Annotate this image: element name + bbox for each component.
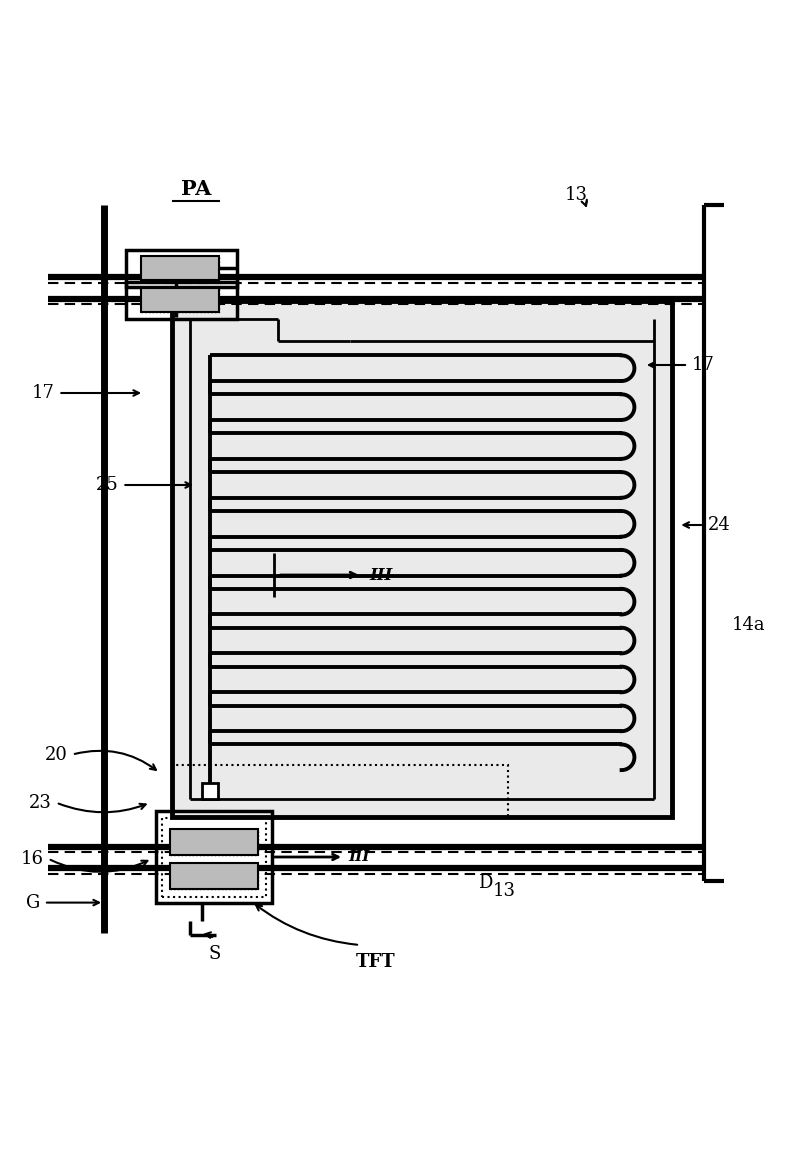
Bar: [141, 288, 219, 313]
Bar: [126, 282, 237, 319]
Bar: [141, 256, 219, 280]
Text: 17: 17: [692, 355, 715, 374]
Text: G: G: [26, 893, 40, 912]
Bar: [172, 301, 672, 817]
Bar: [170, 829, 258, 855]
Text: D: D: [478, 874, 493, 892]
Text: 17: 17: [31, 384, 54, 402]
Bar: [162, 818, 266, 897]
Text: TFT: TFT: [356, 953, 396, 971]
Bar: [126, 249, 237, 286]
Text: S: S: [208, 945, 221, 962]
Bar: [172, 301, 672, 817]
Bar: [172, 765, 508, 817]
Text: 23: 23: [29, 794, 52, 811]
Text: 13: 13: [565, 186, 587, 203]
Text: 25: 25: [96, 475, 118, 494]
Text: PA: PA: [181, 179, 211, 200]
Bar: [202, 784, 218, 800]
Text: III: III: [370, 567, 393, 584]
Text: III: III: [348, 850, 370, 864]
Text: 13: 13: [493, 882, 515, 900]
Text: 20: 20: [45, 745, 68, 764]
Bar: [170, 862, 258, 889]
Text: 14a: 14a: [732, 616, 766, 634]
Bar: [141, 256, 219, 280]
Bar: [170, 829, 258, 855]
Bar: [156, 811, 272, 904]
Text: 16: 16: [21, 849, 44, 868]
Bar: [141, 288, 219, 313]
Bar: [170, 862, 258, 889]
Text: 24: 24: [708, 516, 730, 534]
